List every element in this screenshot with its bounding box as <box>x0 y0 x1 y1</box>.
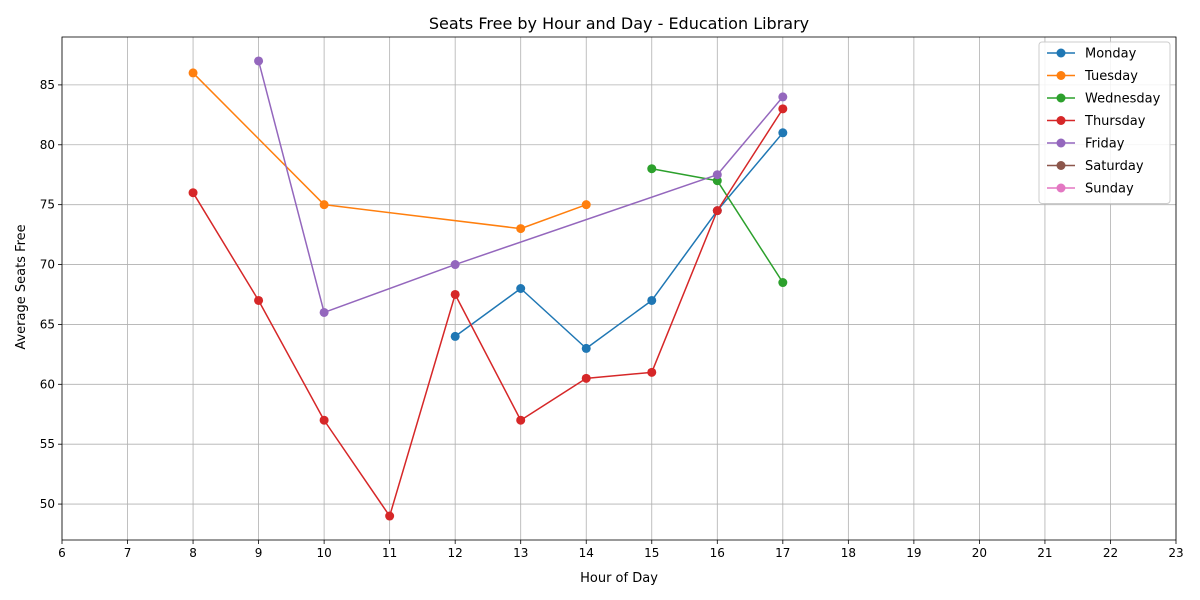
data-point-monday <box>516 284 526 293</box>
data-point-friday <box>712 170 722 180</box>
data-point-monday <box>647 295 657 305</box>
legend-marker <box>1056 138 1066 148</box>
x-tick-label: 22 <box>1103 546 1118 560</box>
x-tick-label: 17 <box>775 546 790 560</box>
plot-frame <box>61 36 1177 541</box>
legend-marker <box>1056 161 1066 170</box>
x-tick-label: 18 <box>841 546 856 560</box>
data-point-wednesday <box>778 278 788 288</box>
series-line-monday <box>454 132 784 350</box>
y-tick-label: 75 <box>40 198 55 212</box>
legend-label: Sunday <box>1085 182 1134 197</box>
series-line-tuesday <box>192 72 587 230</box>
legend-label: Tuesday <box>1084 69 1138 84</box>
x-tick-label: 14 <box>579 546 594 560</box>
x-tick-label: 11 <box>382 546 397 560</box>
data-point-wednesday <box>647 164 657 174</box>
x-tick-label: 12 <box>448 546 463 560</box>
data-point-friday <box>778 92 788 102</box>
x-tick-label: 21 <box>1037 546 1052 560</box>
data-point-tuesday <box>319 200 329 210</box>
data-point-thursday <box>450 289 460 299</box>
x-tick-label: 15 <box>644 546 659 560</box>
legend-marker <box>1056 71 1066 80</box>
data-point-thursday <box>319 415 329 425</box>
legend-marker <box>1056 116 1066 125</box>
data-point-thursday <box>712 206 722 216</box>
data-point-tuesday <box>516 224 526 234</box>
data-point-thursday <box>778 104 788 114</box>
y-tick-label: 70 <box>40 258 55 272</box>
y-tick-label: 65 <box>40 317 55 331</box>
data-point-thursday <box>647 367 657 377</box>
y-axis-label: Average Seats Free <box>14 224 29 349</box>
x-tick-label: 23 <box>1168 546 1183 560</box>
y-tick-label: 60 <box>40 377 55 391</box>
data-point-monday <box>450 331 460 341</box>
data-point-thursday <box>188 188 198 198</box>
data-point-friday <box>254 56 264 66</box>
x-tick-label: 20 <box>972 546 987 560</box>
x-tick-label: 6 <box>58 546 66 560</box>
x-tick-label: 16 <box>710 546 725 560</box>
x-tick-label: 7 <box>124 546 132 560</box>
legend-marker <box>1056 93 1066 103</box>
legend-label: Saturday <box>1085 159 1144 174</box>
data-point-thursday <box>516 415 526 425</box>
series-line-thursday <box>192 108 784 517</box>
data-point-friday <box>319 307 329 317</box>
legend-label: Friday <box>1085 137 1125 152</box>
y-tick-label: 80 <box>40 138 55 152</box>
data-point-tuesday <box>581 200 591 210</box>
x-tick-label: 8 <box>189 546 197 560</box>
legend-marker <box>1056 48 1066 58</box>
series-lines <box>188 56 788 521</box>
legend-marker <box>1056 183 1066 193</box>
data-point-thursday <box>254 295 264 305</box>
x-tick-label: 10 <box>316 546 331 560</box>
x-tick-label: 9 <box>255 546 263 560</box>
legend-box <box>1038 41 1171 204</box>
legend-label: Wednesday <box>1085 92 1161 107</box>
grid <box>61 37 1177 540</box>
data-point-friday <box>450 260 460 270</box>
legend-label: Thursday <box>1084 114 1146 129</box>
y-tick-label: 55 <box>40 437 55 451</box>
data-point-tuesday <box>188 68 198 78</box>
y-tick-label: 50 <box>40 497 55 511</box>
data-point-monday <box>778 128 788 138</box>
y-tick-label: 85 <box>40 78 55 92</box>
data-point-monday <box>581 343 591 353</box>
legend-label: Monday <box>1085 47 1137 62</box>
chart-title: Seats Free by Hour and Day - Education L… <box>429 14 809 33</box>
legend: Monday Tuesday Wednesday Thursday Friday Satu… <box>1038 41 1171 204</box>
x-tick-label: 13 <box>513 546 528 560</box>
data-point-thursday <box>385 511 395 521</box>
x-axis-label: Hour of Day <box>580 571 658 586</box>
x-tick-label: 19 <box>906 546 921 560</box>
data-point-thursday <box>581 373 591 383</box>
axes: 6 7 8 9 10 11 12 13 14 15 16 17 18 19 20 21 22 23 50 55 60 65… <box>40 36 1184 560</box>
